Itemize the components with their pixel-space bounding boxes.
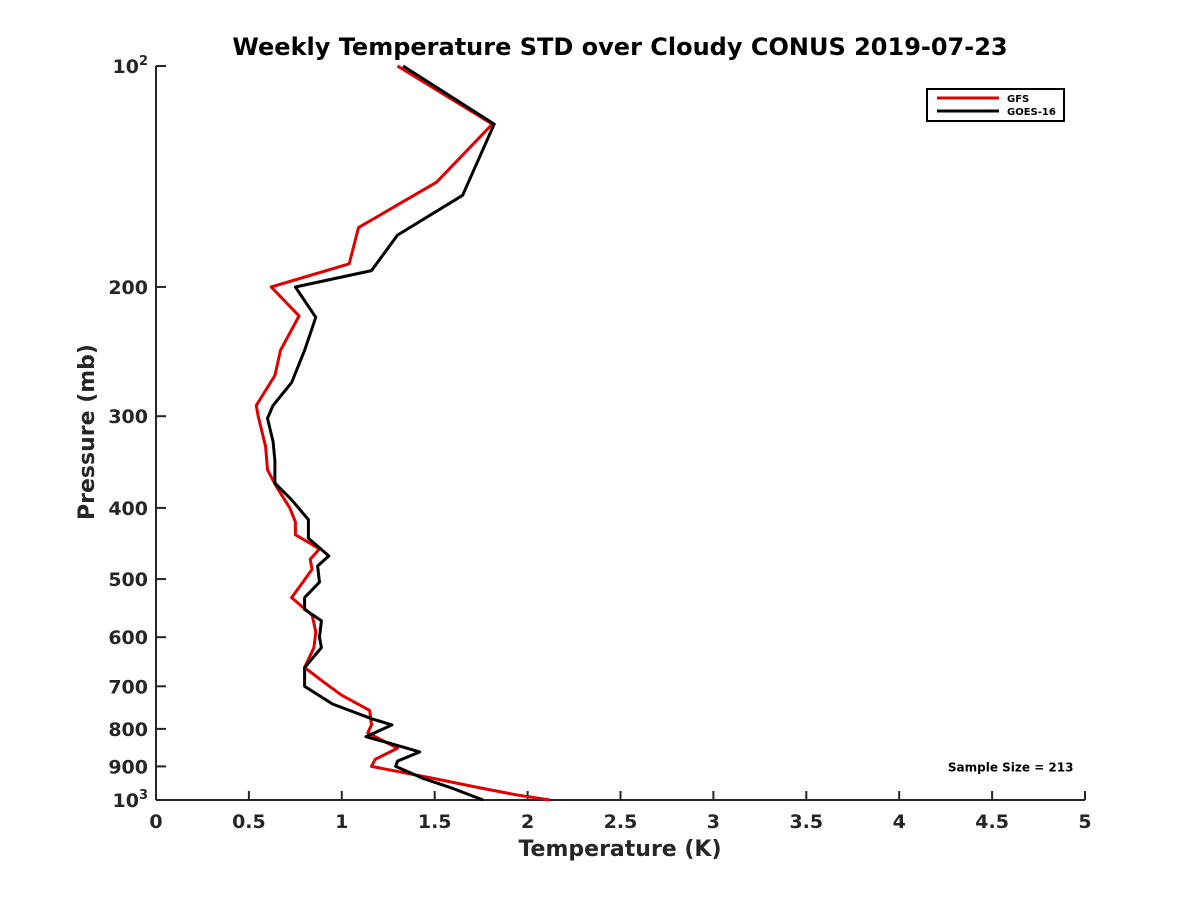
y-tick-label: 300: [108, 406, 148, 428]
legend-entry: GOES-16: [1007, 107, 1056, 118]
x-tick-label: 4: [893, 811, 906, 833]
chart-title: Weekly Temperature STD over Cloudy CONUS…: [232, 33, 1007, 61]
x-tick-label: 2.5: [604, 811, 638, 833]
y-tick-label: 103: [113, 788, 149, 812]
x-tick-label: 0.5: [232, 811, 266, 833]
y-tick-label: 200: [108, 277, 148, 299]
legend-entry: GFS: [1007, 94, 1029, 105]
x-tick-label: 1.5: [418, 811, 452, 833]
sample-size-annotation: Sample Size = 213: [948, 760, 1074, 774]
plot-area: 0 0.5 1 1.5 2 2.5 3 3.5 4 4.5 5 102 200 300 400 500 600 7…: [108, 54, 1091, 833]
legend-box: [926, 88, 1065, 122]
x-tick-label: 1: [335, 811, 348, 833]
x-tick-label: 2: [521, 811, 534, 833]
series-line-goes-16: [266, 64, 496, 802]
x-tick-label: 3.5: [789, 811, 823, 833]
y-tick-label: 102: [113, 54, 149, 78]
y-tick-label: 600: [108, 627, 148, 649]
x-tick-label: 3: [707, 811, 720, 833]
y-tick-label: 800: [108, 719, 148, 741]
y-tick-label: 400: [108, 498, 148, 520]
y-tick-label: 500: [108, 569, 148, 591]
x-axis-label: Temperature (K): [518, 837, 721, 862]
y-tick-label: 900: [108, 756, 148, 778]
series-line-gfs: [254, 64, 551, 802]
x-tick-label: 0: [149, 811, 162, 833]
y-axis-label: Pressure (mb): [75, 344, 100, 520]
x-tick-label: 5: [1078, 811, 1091, 833]
y-tick-label: 700: [108, 676, 148, 698]
x-tick-label: 4.5: [975, 811, 1009, 833]
